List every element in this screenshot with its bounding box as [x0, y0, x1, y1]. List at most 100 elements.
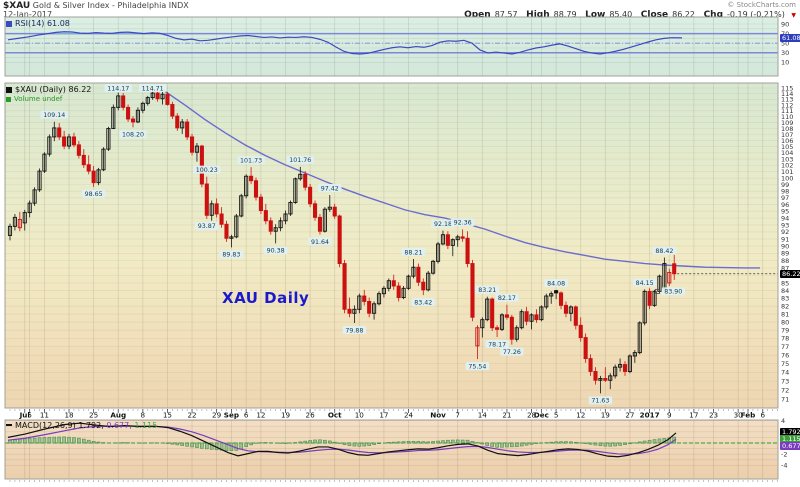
svg-text:90: 90	[781, 20, 789, 28]
svg-text:12: 12	[256, 411, 265, 420]
svg-text:72: 72	[781, 386, 789, 394]
rsi-plot	[5, 31, 778, 55]
svg-text:10: 10	[355, 411, 365, 420]
svg-text:80: 80	[781, 318, 789, 326]
candles-layer	[7, 89, 778, 394]
macd-value: 1.792,	[78, 421, 104, 430]
close-label: Close	[640, 10, 669, 20]
svg-text:113: 113	[781, 96, 793, 104]
svg-text:73: 73	[781, 377, 789, 385]
svg-text:18: 18	[64, 411, 74, 420]
svg-text:83: 83	[781, 295, 789, 303]
svg-text:78.17: 78.17	[488, 341, 506, 348]
svg-text:17: 17	[689, 411, 698, 420]
svg-text:82: 82	[781, 302, 789, 310]
svg-text:109: 109	[781, 119, 793, 127]
svg-text:114.17: 114.17	[107, 85, 129, 92]
svg-text:76: 76	[781, 351, 789, 359]
rsi-legend: RSI(14) 61.08	[6, 19, 70, 28]
price-legend-name: $XAU (Daily)	[15, 85, 66, 94]
svg-text:12: 12	[576, 411, 585, 420]
svg-text:9: 9	[667, 411, 672, 420]
rsi-legend-name: RSI(14)	[15, 19, 45, 28]
svg-text:92.18: 92.18	[434, 221, 452, 228]
svg-text:97: 97	[781, 194, 789, 202]
axes-labels: 7172737475767778798081828384858687888990…	[4, 16, 793, 482]
svg-text:23: 23	[709, 411, 718, 420]
watermark: XAU Daily	[222, 289, 310, 307]
macd-hist-box: 1.115	[780, 435, 800, 443]
svg-text:5: 5	[554, 411, 559, 420]
svg-text:70: 70	[781, 30, 789, 38]
svg-text:106: 106	[781, 137, 793, 145]
svg-text:84.08: 84.08	[547, 280, 565, 287]
macd-legend-name: MACD(12,26,9)	[15, 421, 76, 430]
svg-text:22: 22	[187, 411, 196, 420]
symbol-description: Gold & Silver Index - Philadelphia INDX	[32, 1, 189, 10]
high-value: 88.79	[553, 10, 577, 19]
svg-text:6: 6	[760, 411, 765, 420]
svg-text:-4: -4	[781, 462, 787, 470]
svg-text:15: 15	[163, 411, 172, 420]
svg-text:30: 30	[734, 411, 744, 420]
chg-label: Chg	[703, 10, 724, 20]
svg-text:114: 114	[781, 90, 793, 98]
svg-text:103: 103	[781, 155, 793, 163]
macd-signal-value: 0.677,	[106, 421, 132, 430]
svg-text:111: 111	[781, 107, 793, 115]
svg-text:90: 90	[781, 242, 789, 250]
copyright: © StockCharts.com	[727, 1, 796, 9]
svg-text:104: 104	[781, 149, 793, 157]
svg-text:112: 112	[781, 101, 793, 109]
svg-text:96: 96	[781, 201, 789, 209]
rsi-legend-value: 61.08	[46, 19, 70, 28]
svg-text:19: 19	[281, 411, 291, 420]
svg-text:10: 10	[781, 59, 789, 67]
volume-icon	[6, 96, 11, 102]
macd-value-box: 1.792	[780, 428, 800, 436]
svg-text:114.71: 114.71	[142, 85, 164, 92]
high-label: High	[526, 10, 550, 20]
svg-text:88.42: 88.42	[655, 248, 673, 255]
svg-text:79.88: 79.88	[345, 327, 363, 334]
macd-plot	[5, 422, 778, 458]
svg-text:97.42: 97.42	[321, 185, 339, 192]
svg-text:89.83: 89.83	[222, 252, 240, 259]
chart-title: $XAU Gold & Silver Index - Philadelphia …	[3, 1, 189, 11]
svg-text:83.90: 83.90	[664, 289, 682, 296]
svg-text:99: 99	[781, 181, 789, 189]
open-value: 87.57	[494, 10, 518, 19]
svg-text:6: 6	[244, 411, 249, 420]
svg-text:21: 21	[502, 411, 511, 420]
open-label: Open	[464, 10, 491, 20]
svg-text:Jul: Jul	[19, 411, 30, 420]
macd-signal-box: 0.677	[780, 442, 800, 450]
low-label: Low	[585, 10, 606, 20]
svg-text:95: 95	[781, 208, 789, 216]
chg-value: -0.19 (-0.21%)	[727, 10, 785, 19]
svg-text:77: 77	[781, 343, 789, 351]
chg-down-arrow-icon: ▼	[791, 12, 796, 19]
svg-text:Dec: Dec	[534, 411, 549, 420]
svg-text:83.21: 83.21	[478, 287, 496, 294]
svg-text:5: 5	[27, 411, 32, 420]
svg-text:98.65: 98.65	[85, 191, 103, 198]
svg-text:91: 91	[781, 235, 789, 243]
close-value: 86.22	[672, 10, 696, 19]
svg-text:78: 78	[781, 335, 789, 343]
svg-text:71: 71	[781, 395, 789, 403]
panel-backgrounds	[5, 17, 778, 479]
price-annotations: 109.14 98.65 114.17 108.20 114.71 100.23 93.87…	[40, 84, 686, 405]
svg-text:29: 29	[212, 411, 222, 420]
svg-text:105: 105	[781, 143, 793, 151]
svg-text:93: 93	[781, 221, 789, 229]
svg-text:91.64: 91.64	[311, 239, 329, 246]
svg-text:101: 101	[781, 168, 793, 176]
macd-legend: MACD(12,26,9) 1.792, 0.677, 1.115	[6, 421, 157, 430]
svg-text:19: 19	[601, 411, 611, 420]
svg-text:4: 4	[781, 417, 785, 425]
candlestick-icon	[6, 86, 12, 93]
svg-text:17: 17	[379, 411, 388, 420]
svg-text:115: 115	[781, 84, 793, 92]
